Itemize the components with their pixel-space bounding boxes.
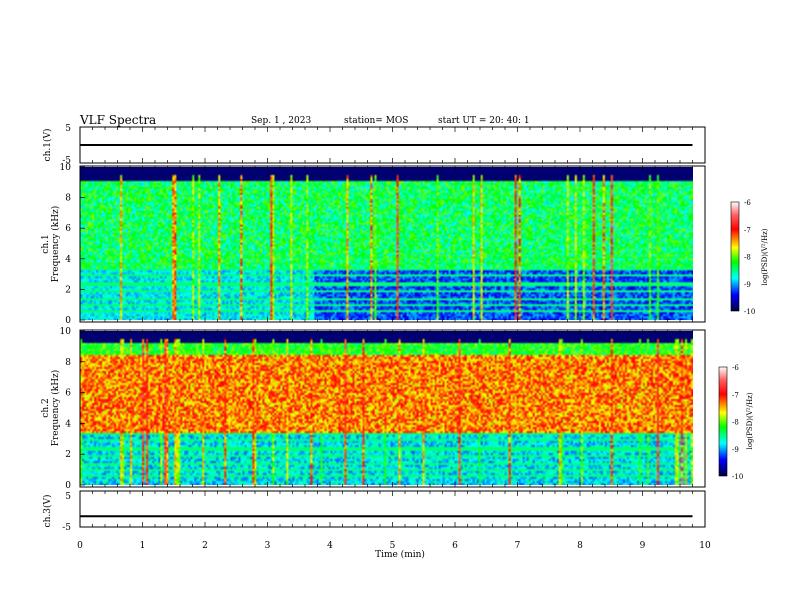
spectrogram-ch2-freq-label: Frequency (kHz) xyxy=(50,370,61,447)
colorbar-tick-label: -10 xyxy=(732,473,743,481)
colorbar-tick-label: -10 xyxy=(744,308,755,316)
spectrogram-ch1-yticklabels: 0 2 4 6 8 10 xyxy=(60,163,85,326)
x-tick-label: 7 xyxy=(515,541,521,551)
x-tick-label: 0 xyxy=(77,541,83,551)
y-tick-label: 10 xyxy=(60,327,72,337)
voltage-panel-top: 5 -5 ch.1(V) xyxy=(42,124,706,166)
x-tick-label: 5 xyxy=(390,541,396,551)
colorbar-tick-label: -9 xyxy=(732,446,739,454)
y-tick-label: 6 xyxy=(65,389,71,399)
voltage-top-ytick-max: 5 xyxy=(65,124,71,134)
colorbar-tick-label: -6 xyxy=(732,364,739,372)
station-label: station= MOS xyxy=(344,116,408,126)
spectrogram-ch2-ticks xyxy=(79,330,706,487)
y-tick-label: 8 xyxy=(65,194,71,204)
spectrogram-ch2-image xyxy=(80,331,693,485)
spectrogram-ch1-ylabel-channel: ch.1 xyxy=(41,234,51,253)
x-tick-label: 4 xyxy=(327,541,333,551)
voltage-bottom-ytick-max: 5 xyxy=(65,492,71,502)
colorbar-ch1-ticks: -6 -7 -8 -9 -10 xyxy=(744,199,755,316)
colorbar-ch2-ticks: -6 -7 -8 -9 -10 xyxy=(732,364,743,481)
spectrogram-panel-ch1: 0 2 4 6 8 10 ch.1 Frequency (kHz) -6 -7 -8 -9 -10… xyxy=(41,163,769,326)
voltage-panel-bottom: 5 -5 ch.3(V) 0 1 2 3 4 5 6 7 8 9 10 Time (min) xyxy=(42,490,711,560)
colorbar-tick-label: -7 xyxy=(732,391,739,399)
colorbar-tick-label: -7 xyxy=(744,226,751,234)
y-tick-label: 8 xyxy=(65,358,71,368)
x-tick-label: 3 xyxy=(265,541,271,551)
spectrogram-ch1-freq-label: Frequency (kHz) xyxy=(50,206,61,283)
voltage-top-ticks xyxy=(79,127,706,163)
x-tick-label: 6 xyxy=(452,541,458,551)
colorbar-tick-label: -8 xyxy=(744,254,751,262)
spectrogram-ch2-ylabel-channel: ch.2 xyxy=(41,398,51,417)
colorbar-tick-label: -8 xyxy=(732,419,739,427)
voltage-bottom-ytick-min: -5 xyxy=(62,523,71,533)
voltage-top-ylabel: ch.1(V) xyxy=(42,129,53,162)
voltage-bottom-frame xyxy=(79,490,706,528)
figure-title: VLF Spectra xyxy=(79,113,156,127)
y-tick-label: 2 xyxy=(65,450,71,460)
colorbar-tick-label: -6 xyxy=(744,199,751,207)
x-tick-label: 10 xyxy=(699,541,711,551)
y-tick-label: 0 xyxy=(65,316,71,326)
y-tick-label: 4 xyxy=(65,419,71,429)
spectrogram-ch2-yticklabels: 0 2 4 6 8 10 xyxy=(60,327,85,491)
x-tick-label: 1 xyxy=(140,541,146,551)
spectrogram-ch1-image xyxy=(80,167,693,320)
voltage-bottom-ticks xyxy=(79,491,706,527)
colorbar-ch1 xyxy=(730,201,740,312)
x-tick-label: 9 xyxy=(640,541,646,551)
date-label: Sep. 1 , 2023 xyxy=(251,116,311,126)
y-tick-label: 6 xyxy=(65,224,71,234)
spectrogram-ch1-channel: ch.1 xyxy=(41,234,51,253)
spectrogram-ch1-ylabel-freq: Frequency (kHz) xyxy=(50,206,61,283)
spectrogram-ch1-ticks xyxy=(79,166,706,322)
y-tick-label: 4 xyxy=(65,255,71,265)
colorbar-tick-label: -9 xyxy=(744,281,751,289)
x-tick-label: 2 xyxy=(202,541,208,551)
spectrogram-ch2-channel: ch.2 xyxy=(41,398,51,417)
colorbar-ch2 xyxy=(718,366,728,477)
y-tick-label: 2 xyxy=(65,285,71,295)
y-tick-label: 0 xyxy=(65,481,71,491)
voltage-top-ytick-min: -5 xyxy=(62,156,71,166)
spectrogram-ch2-ylabel-freq: Frequency (kHz) xyxy=(50,370,61,447)
x-tick-label: 8 xyxy=(577,541,583,551)
y-tick-label: 10 xyxy=(60,163,72,173)
spectrogram-panel-ch2: 0 2 4 6 8 10 ch.2 Frequency (kHz) -6 -7 -8 -9 -10… xyxy=(41,327,754,491)
voltage-bottom-ylabel: ch.3(V) xyxy=(42,495,53,528)
x-axis-tick-labels: 0 1 2 3 4 5 6 7 8 9 10 xyxy=(77,541,711,551)
colorbar-ch1-label: log(PSD)(V²/Hz) xyxy=(761,228,769,285)
start-time-label: start UT = 20: 40: 1 xyxy=(438,116,530,126)
colorbar-ch2-label: log(PSD)(V²/Hz) xyxy=(746,392,754,449)
x-axis-label: Time (min) xyxy=(375,549,425,560)
